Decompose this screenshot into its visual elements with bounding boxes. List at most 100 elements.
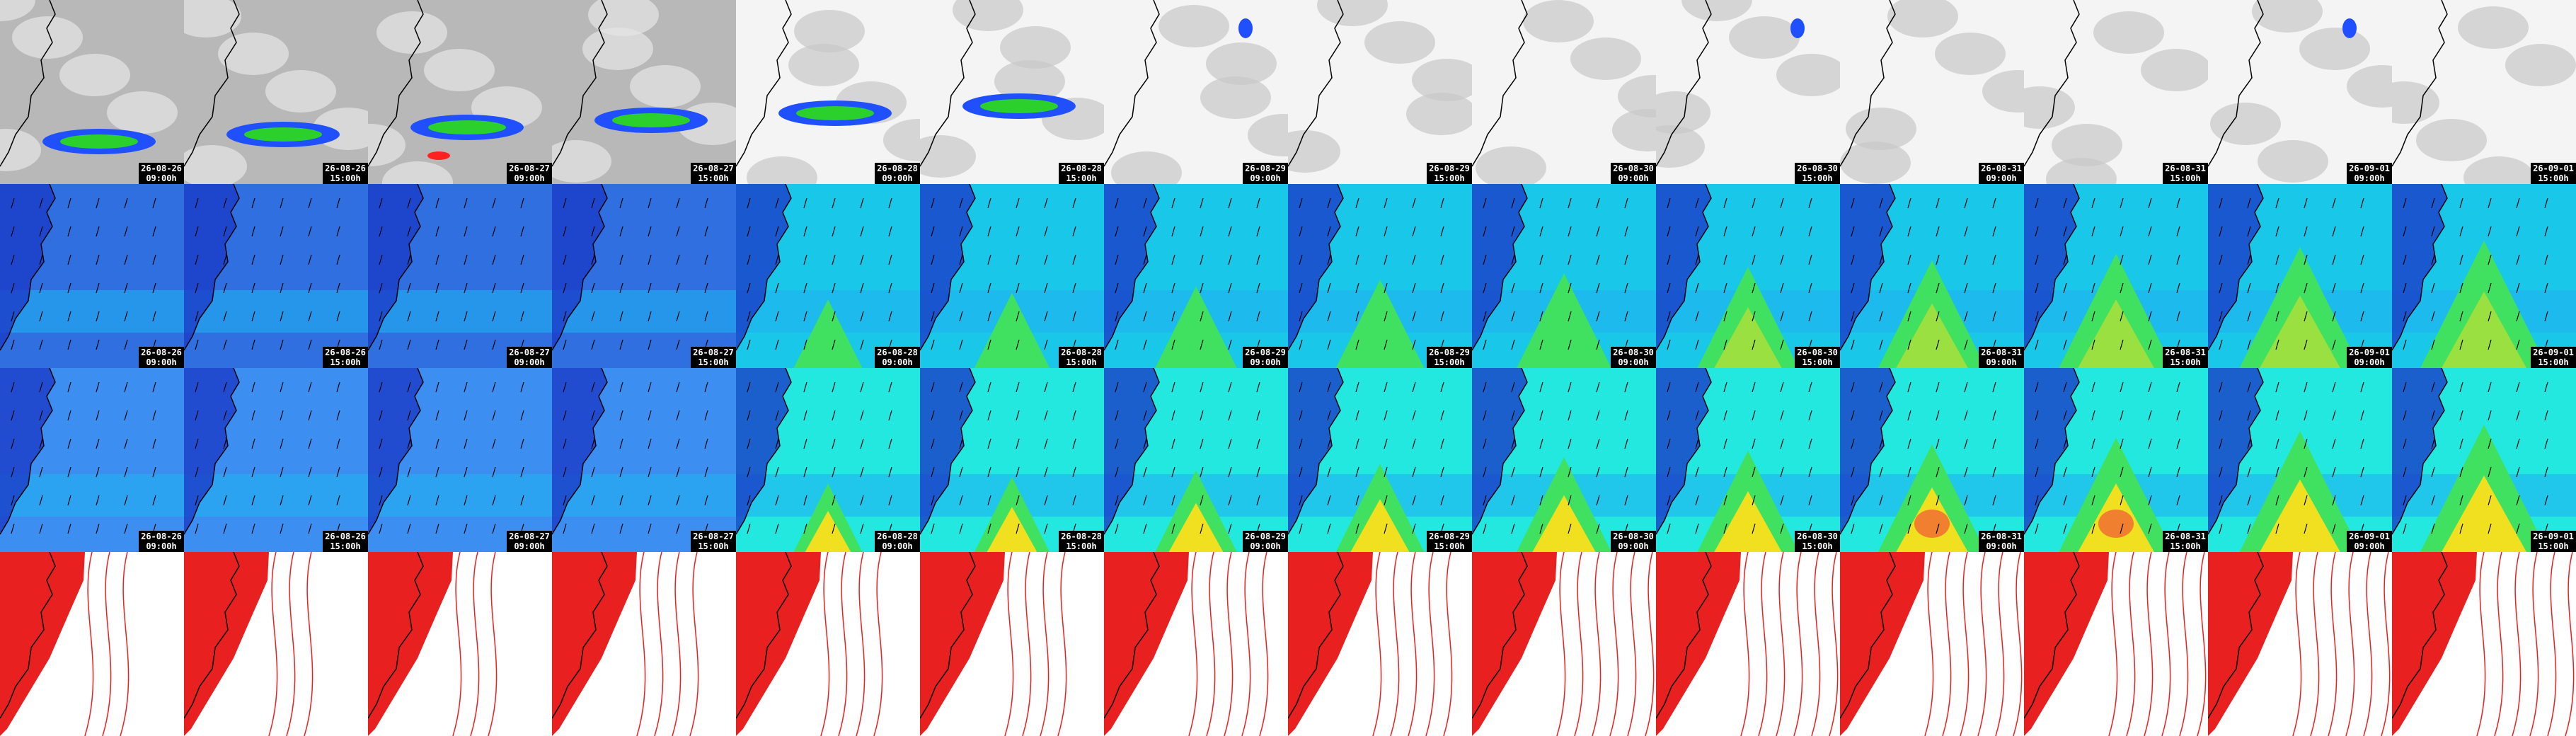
wind-barb bbox=[1511, 466, 1515, 478]
wind-barb bbox=[1072, 410, 1076, 421]
wind-barb bbox=[959, 466, 963, 478]
contour bbox=[1977, 552, 1987, 736]
wind-barb bbox=[464, 438, 468, 449]
wind-barb bbox=[747, 339, 751, 350]
wind-barb bbox=[492, 523, 496, 534]
wind-barb bbox=[280, 226, 284, 237]
contour bbox=[1556, 552, 1566, 736]
cloud bbox=[1364, 21, 1435, 64]
time-label: 15:00h bbox=[698, 541, 728, 551]
cloud bbox=[424, 49, 495, 91]
contour bbox=[1057, 552, 1067, 736]
label-box bbox=[875, 531, 920, 552]
contour bbox=[873, 552, 883, 736]
coastline bbox=[1656, 184, 1712, 351]
contour bbox=[1942, 552, 1952, 736]
contour bbox=[856, 552, 866, 736]
label-box bbox=[1795, 163, 1840, 184]
cloud bbox=[1935, 33, 2006, 75]
coastline bbox=[2392, 368, 2448, 535]
wind-barb bbox=[619, 254, 623, 265]
land-cold bbox=[920, 368, 975, 534]
label-box bbox=[691, 531, 736, 552]
wind-barb bbox=[832, 254, 836, 265]
wind-barb bbox=[308, 410, 312, 421]
coastline bbox=[184, 0, 240, 167]
contour bbox=[1443, 552, 1453, 736]
time-label: 15:00h bbox=[1066, 541, 1096, 551]
wind-barb bbox=[2459, 466, 2463, 478]
wind-barb bbox=[2120, 495, 2124, 506]
wind-barb bbox=[2063, 381, 2067, 393]
wind-barb bbox=[1044, 282, 1048, 294]
wind-barb bbox=[2544, 226, 2548, 237]
wind-barb bbox=[1568, 311, 1572, 322]
precip bbox=[2342, 18, 2357, 38]
wind-barb bbox=[2360, 226, 2364, 237]
land-contours bbox=[368, 552, 453, 736]
wind-barb bbox=[1171, 226, 1175, 237]
wind-barb bbox=[67, 254, 71, 265]
coastline bbox=[1104, 368, 1160, 535]
wind-barb bbox=[2063, 311, 2067, 322]
wind-barb bbox=[1667, 523, 1671, 534]
land-cold bbox=[736, 368, 791, 534]
wind-barb bbox=[2516, 495, 2520, 506]
label-box bbox=[1243, 163, 1288, 184]
wind-barb bbox=[1752, 495, 1756, 506]
wind-barb bbox=[1907, 495, 1911, 506]
wind-barb bbox=[1780, 410, 1784, 421]
wind-barb bbox=[2247, 466, 2251, 478]
wind-barb bbox=[1907, 466, 1911, 478]
wind-barb bbox=[1851, 197, 1855, 209]
contour bbox=[2144, 552, 2154, 736]
wind-barb bbox=[1072, 282, 1076, 294]
wind-barb bbox=[563, 282, 567, 294]
wind-barb bbox=[2247, 523, 2251, 534]
wind-barb bbox=[2219, 381, 2223, 393]
label-box bbox=[1243, 347, 1288, 368]
cloud bbox=[994, 60, 1065, 103]
wind-barb bbox=[379, 226, 383, 237]
label-box bbox=[2163, 163, 2208, 184]
land-cold bbox=[368, 184, 423, 350]
label-box bbox=[2163, 531, 2208, 552]
wind-barb bbox=[1695, 410, 1699, 421]
wind-barb bbox=[775, 523, 779, 534]
land-contours bbox=[2392, 552, 2477, 736]
wind-barb bbox=[195, 495, 199, 506]
wind-barb bbox=[563, 381, 567, 393]
wind-barb bbox=[1412, 466, 1416, 478]
wind-barb bbox=[1936, 466, 1940, 478]
wind-barb bbox=[520, 311, 524, 322]
wind-barb bbox=[959, 282, 963, 294]
wind-barb bbox=[888, 254, 892, 265]
wind-barb bbox=[591, 381, 595, 393]
warm-area bbox=[1155, 286, 1237, 368]
wind-barb bbox=[1568, 523, 1572, 534]
wind-barb bbox=[2063, 410, 2067, 421]
wind-barb bbox=[1667, 197, 1671, 209]
wind-barb bbox=[2332, 410, 2336, 421]
wind-barb bbox=[1440, 311, 1444, 322]
wind-barb bbox=[2035, 495, 2039, 506]
wind-barb bbox=[39, 226, 43, 237]
wind-barb bbox=[1780, 339, 1784, 350]
land-cold bbox=[1288, 368, 1343, 534]
wind-barb bbox=[747, 197, 751, 209]
wind-barb bbox=[1327, 410, 1331, 421]
wind-barb bbox=[2063, 438, 2067, 449]
wind-barb bbox=[1723, 381, 1727, 393]
wind-barb bbox=[987, 410, 991, 421]
wind-barb bbox=[2304, 226, 2308, 237]
cloud bbox=[582, 28, 653, 70]
wind-barb bbox=[775, 410, 779, 421]
cloud bbox=[1200, 76, 1271, 119]
cloud bbox=[2093, 11, 2164, 54]
wind-barb bbox=[1440, 495, 1444, 506]
wind-barb bbox=[2544, 495, 2548, 506]
coastline bbox=[2024, 368, 2080, 535]
wind-barb bbox=[280, 381, 284, 393]
